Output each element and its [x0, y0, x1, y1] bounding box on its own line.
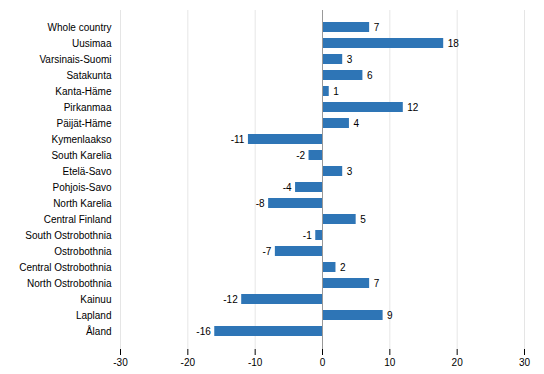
- svg-text:Lapland: Lapland: [76, 310, 112, 321]
- svg-text:6: 6: [367, 70, 373, 81]
- svg-text:South Karelia: South Karelia: [51, 150, 111, 161]
- svg-text:Central Ostrobothnia: Central Ostrobothnia: [19, 262, 112, 273]
- svg-text:Päijät-Häme: Päijät-Häme: [56, 118, 111, 129]
- svg-text:-1: -1: [303, 230, 312, 241]
- svg-text:-4: -4: [283, 182, 292, 193]
- svg-text:South Ostrobothnia: South Ostrobothnia: [25, 230, 112, 241]
- svg-text:7: 7: [374, 278, 380, 289]
- svg-text:Satakunta: Satakunta: [66, 70, 111, 81]
- svg-text:-10: -10: [248, 357, 263, 368]
- svg-text:18: 18: [448, 38, 460, 49]
- svg-text:Kanta-Häme: Kanta-Häme: [55, 86, 112, 97]
- svg-text:7: 7: [374, 22, 380, 33]
- svg-text:-12: -12: [223, 294, 238, 305]
- svg-text:Kainuu: Kainuu: [80, 294, 111, 305]
- svg-text:10: 10: [384, 357, 396, 368]
- svg-text:Ostrobothnia: Ostrobothnia: [54, 246, 112, 257]
- svg-text:-7: -7: [262, 246, 271, 257]
- svg-text:-16: -16: [196, 326, 211, 337]
- svg-text:-20: -20: [181, 357, 196, 368]
- svg-text:1: 1: [333, 86, 339, 97]
- svg-text:0: 0: [320, 357, 326, 368]
- svg-text:-2: -2: [296, 150, 305, 161]
- svg-text:3: 3: [347, 166, 353, 177]
- svg-text:North Ostrobothnia: North Ostrobothnia: [27, 278, 112, 289]
- svg-text:North Karelia: North Karelia: [53, 198, 112, 209]
- svg-text:Kymenlaakso: Kymenlaakso: [51, 134, 111, 145]
- svg-text:Varsinais-Suomi: Varsinais-Suomi: [39, 54, 111, 65]
- svg-text:Central Finland: Central Finland: [44, 214, 112, 225]
- svg-text:2: 2: [340, 262, 346, 273]
- svg-text:Pirkanmaa: Pirkanmaa: [64, 102, 112, 113]
- svg-text:Etelä-Savo: Etelä-Savo: [63, 166, 112, 177]
- svg-text:Uusimaa: Uusimaa: [72, 38, 112, 49]
- svg-text:9: 9: [387, 310, 393, 321]
- svg-text:5: 5: [360, 214, 366, 225]
- svg-text:3: 3: [347, 54, 353, 65]
- svg-text:20: 20: [452, 357, 464, 368]
- svg-text:Whole country: Whole country: [48, 22, 112, 33]
- svg-text:-30: -30: [113, 357, 128, 368]
- svg-text:Pohjois-Savo: Pohjois-Savo: [53, 182, 112, 193]
- svg-text:4: 4: [353, 118, 359, 129]
- svg-text:30: 30: [519, 357, 531, 368]
- svg-text:12: 12: [407, 102, 419, 113]
- svg-text:-11: -11: [231, 134, 245, 145]
- svg-text:-8: -8: [256, 198, 265, 209]
- svg-text:Åland: Åland: [86, 325, 112, 337]
